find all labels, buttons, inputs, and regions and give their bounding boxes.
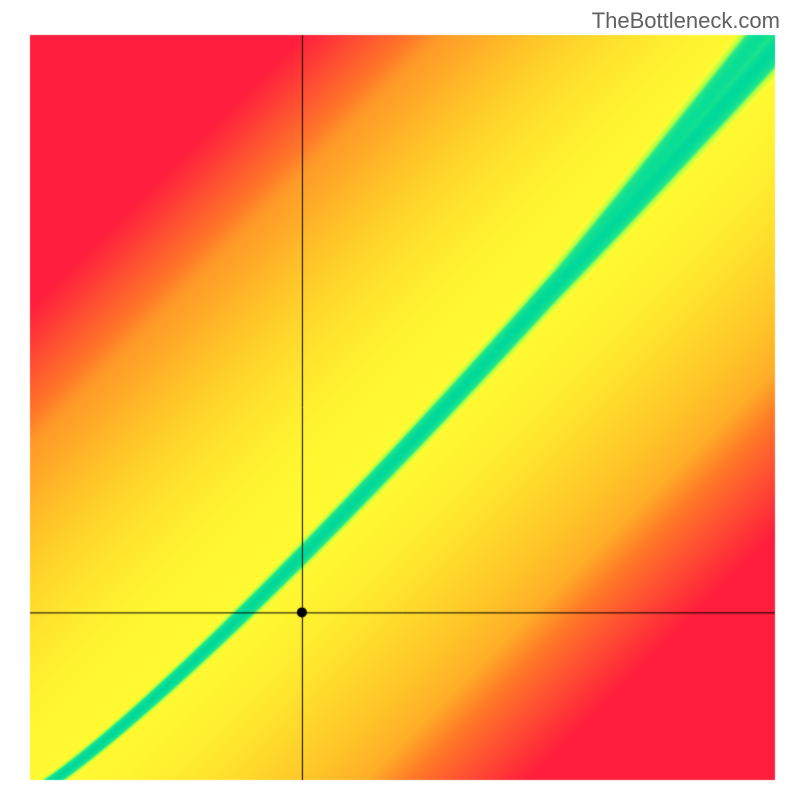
chart-container: TheBottleneck.com	[0, 0, 800, 800]
watermark-text: TheBottleneck.com	[592, 8, 780, 34]
heatmap-canvas	[0, 0, 800, 800]
